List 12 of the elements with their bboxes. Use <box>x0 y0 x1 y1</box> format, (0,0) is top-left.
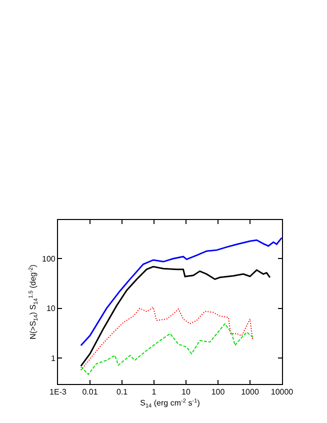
y-tick-label: 100 <box>42 254 56 264</box>
x-tick-label: 10000 <box>270 388 294 397</box>
x-axis-title: S$_{14}$ (erg cm$^{-2}$ s$^{-1}$) <box>140 398 200 410</box>
y-tick-label: 1 <box>50 354 56 363</box>
x-tick-label: 0.1 <box>116 388 128 397</box>
y-tick-label: 10 <box>46 304 56 314</box>
x-tick-label: 1 <box>152 388 157 397</box>
x-tick-label: 0.01 <box>82 388 98 397</box>
x-tick-label: 10 <box>182 388 191 397</box>
x-tick-label: 1000 <box>241 388 260 397</box>
x-tick-label: 1E-3 <box>50 388 67 397</box>
x-tick-label: 100 <box>211 388 226 397</box>
